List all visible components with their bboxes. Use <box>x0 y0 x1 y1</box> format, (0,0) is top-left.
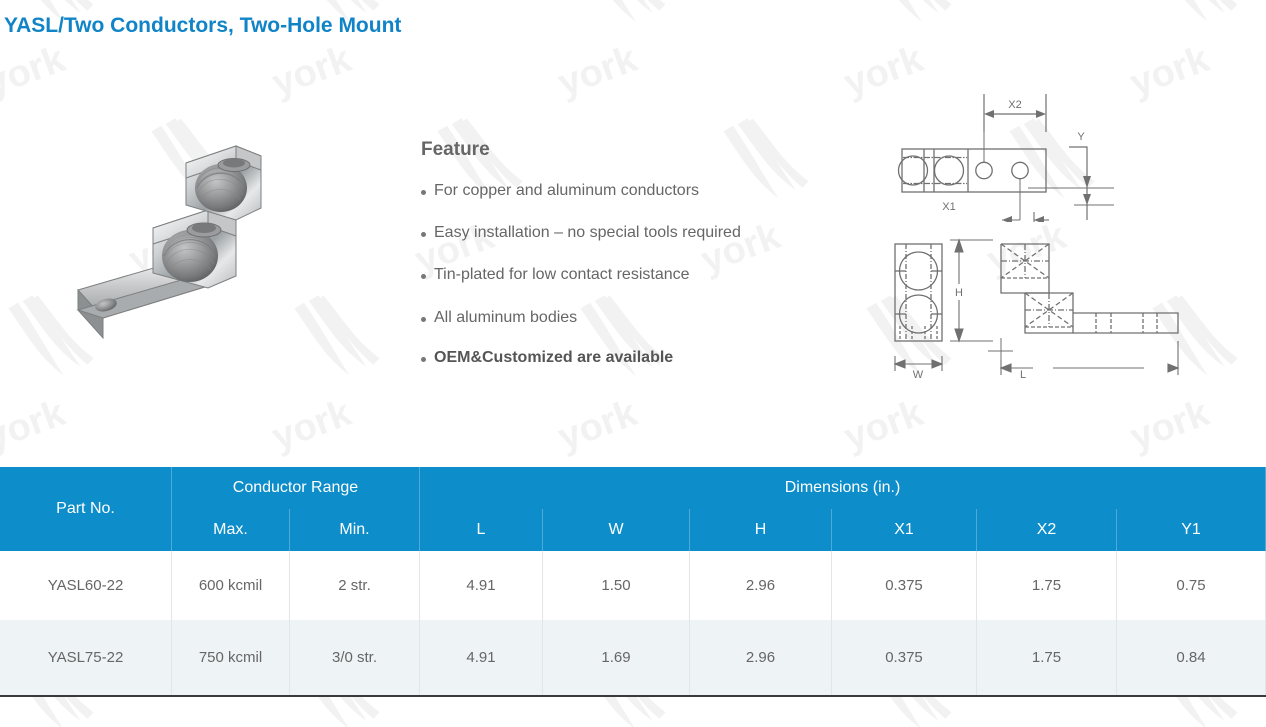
svg-text:L: L <box>1020 369 1026 378</box>
svg-text:H: H <box>955 287 963 299</box>
svg-text:X1: X1 <box>942 201 955 213</box>
svg-text:W: W <box>913 369 924 378</box>
svg-text:X2: X2 <box>1008 99 1021 111</box>
svg-text:Y: Y <box>1077 131 1085 143</box>
